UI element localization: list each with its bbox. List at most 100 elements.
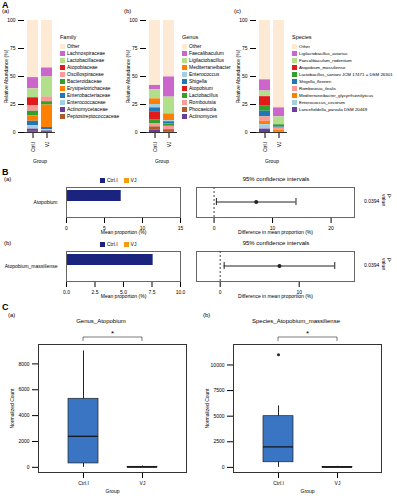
svg-text:5000: 5000 <box>213 413 224 419</box>
svg-text:25: 25 <box>242 101 248 107</box>
svg-text:Ctrl.I: Ctrl.I <box>78 480 89 486</box>
html-text:Ctrl.I: Ctrl.I <box>107 177 118 183</box>
svg-text:50: 50 <box>242 73 248 79</box>
svg-text:Atopobium: Atopobium <box>34 199 58 205</box>
svg-text:25: 25 <box>132 101 138 107</box>
html-text:Peptostreptococcaceae: Peptostreptococcaceae <box>67 113 120 119</box>
svg-text:0: 0 <box>135 129 138 135</box>
html-text:Atopobium: Atopobium <box>189 85 213 91</box>
svg-text:Group: Group <box>106 488 120 494</box>
svg-text:0: 0 <box>27 464 30 470</box>
html-text:Family: Family <box>60 34 77 40</box>
html-text:Species: Species <box>292 34 312 40</box>
svg-text:75: 75 <box>132 45 138 51</box>
svg-text:50: 50 <box>10 73 16 79</box>
svg-text:75: 75 <box>242 45 248 51</box>
html-text:Faecalibaculum: Faecalibaculum <box>189 50 224 56</box>
svg-text:Atopobium_massiliense: Atopobium_massiliense <box>5 263 58 269</box>
svg-text:Relative Abundance (%): Relative Abundance (%) <box>125 49 131 103</box>
svg-text:10000: 10000 <box>211 362 225 368</box>
svg-text:Ctrl.I: Ctrl.I <box>30 142 36 153</box>
svg-text:7500: 7500 <box>213 387 224 393</box>
svg-text:100: 100 <box>239 17 248 23</box>
svg-text:10.0: 10.0 <box>176 289 186 295</box>
html-text:(c): (c) <box>234 8 241 14</box>
html-text:Actinomyces: Actinomyces <box>189 113 218 119</box>
html-text:Romboutsia: Romboutsia <box>189 99 216 105</box>
html-text:A: A <box>2 0 9 10</box>
html-text:Atopobiaceae: Atopobiaceae <box>67 64 98 70</box>
svg-text:Ctrl.I: Ctrl.I <box>273 480 284 486</box>
html-text:C: C <box>2 302 9 312</box>
svg-text:Difference in mean proportion: Difference in mean proportion (%) <box>238 229 313 235</box>
html-text:95% confidence intervals: 95% confidence intervals <box>242 176 310 182</box>
svg-text:Relative Abundance (%): Relative Abundance (%) <box>235 49 241 103</box>
html-text:Ligilactobacillus: Ligilactobacillus <box>189 57 224 63</box>
svg-text:Group: Group <box>155 158 169 164</box>
svg-text:*: * <box>111 329 114 338</box>
svg-text:Normalized Count: Normalized Count <box>204 388 210 429</box>
html-text:p-value: p-value <box>381 258 393 270</box>
svg-text:4000: 4000 <box>18 412 29 418</box>
html-text:Mediterraneibacter: Mediterraneibacter <box>189 64 231 70</box>
svg-text:0.0: 0.0 <box>63 289 70 295</box>
svg-text:20: 20 <box>328 225 334 231</box>
svg-text:0: 0 <box>245 129 248 135</box>
html-text:Other: Other <box>189 43 202 49</box>
html-text:Genus: Genus <box>182 34 199 40</box>
svg-text:Group: Group <box>265 158 279 164</box>
html-text:(b): (b) <box>124 8 132 14</box>
svg-text:Group: Group <box>33 158 47 164</box>
svg-text:VJ: VJ <box>276 141 282 147</box>
html-text:Oscillospiraceae: Oscillospiraceae <box>67 71 104 77</box>
svg-text:Group: Group <box>301 488 315 494</box>
svg-text:Ctrl.I: Ctrl.I <box>262 142 268 153</box>
svg-text:Difference in mean proportion: Difference in mean proportion (%) <box>238 293 313 299</box>
html-text:VJ: VJ <box>130 177 137 183</box>
svg-text:VJ: VJ <box>140 480 146 486</box>
svg-text:8000: 8000 <box>18 360 29 366</box>
svg-text:Ctrl.I: Ctrl.I <box>152 142 158 153</box>
svg-text:6000: 6000 <box>18 386 29 392</box>
html-text:Phocaeicola: Phocaeicola <box>189 106 217 112</box>
svg-text:VJ: VJ <box>44 141 50 147</box>
svg-text:100: 100 <box>129 17 138 23</box>
html-text:Enterococcus: Enterococcus <box>189 71 220 77</box>
html-text:Erysipelotrichaceae: Erysipelotrichaceae <box>67 85 111 91</box>
html-text:Other: Other <box>67 43 80 49</box>
svg-text:0: 0 <box>222 464 225 470</box>
svg-text:15: 15 <box>178 225 184 231</box>
svg-text:Relative Abundance (%): Relative Abundance (%) <box>3 49 9 103</box>
html-text:(a): (a) <box>2 8 10 14</box>
svg-text:75: 75 <box>10 45 16 51</box>
svg-text:*: * <box>306 329 309 338</box>
html-text:Lactobacillaceae: Lactobacillaceae <box>67 57 105 63</box>
html-text:p-value: p-value <box>381 194 393 206</box>
svg-text:7.5: 7.5 <box>149 289 156 295</box>
svg-text:Normalized Count: Normalized Count <box>9 388 15 429</box>
svg-text:25: 25 <box>10 101 16 107</box>
svg-text:50: 50 <box>132 73 138 79</box>
html-text:0.0394: 0.0394 <box>364 198 380 204</box>
svg-text:0: 0 <box>213 225 216 231</box>
html-text:Enterococcaceae: Enterococcaceae <box>67 99 106 105</box>
svg-text:VJ: VJ <box>166 141 172 147</box>
html-text:B: B <box>2 167 9 177</box>
svg-text:0: 0 <box>219 289 222 295</box>
svg-text:2.5: 2.5 <box>92 289 99 295</box>
html-text:Lactobacillus: Lactobacillus <box>189 92 218 98</box>
svg-text:0: 0 <box>65 225 68 231</box>
html-text:Lachnospiraceae: Lachnospiraceae <box>67 50 106 56</box>
svg-text:100: 100 <box>7 17 16 23</box>
svg-text:0: 0 <box>13 129 16 135</box>
svg-text:2000: 2000 <box>18 438 29 444</box>
html-text:Bacteroidaceae: Bacteroidaceae <box>67 78 102 84</box>
html-text:Enterobacteriaceae: Enterobacteriaceae <box>67 92 111 98</box>
svg-text:Mean proportion (%): Mean proportion (%) <box>101 293 147 299</box>
svg-text:2500: 2500 <box>213 438 224 444</box>
svg-text:Mean proportion (%): Mean proportion (%) <box>101 229 147 235</box>
html-text:Actinomycetaceae: Actinomycetaceae <box>67 106 108 112</box>
svg-text:VJ: VJ <box>335 480 341 486</box>
html-text:(a): (a) <box>4 176 12 182</box>
html-text:Shigella: Shigella <box>189 78 207 84</box>
